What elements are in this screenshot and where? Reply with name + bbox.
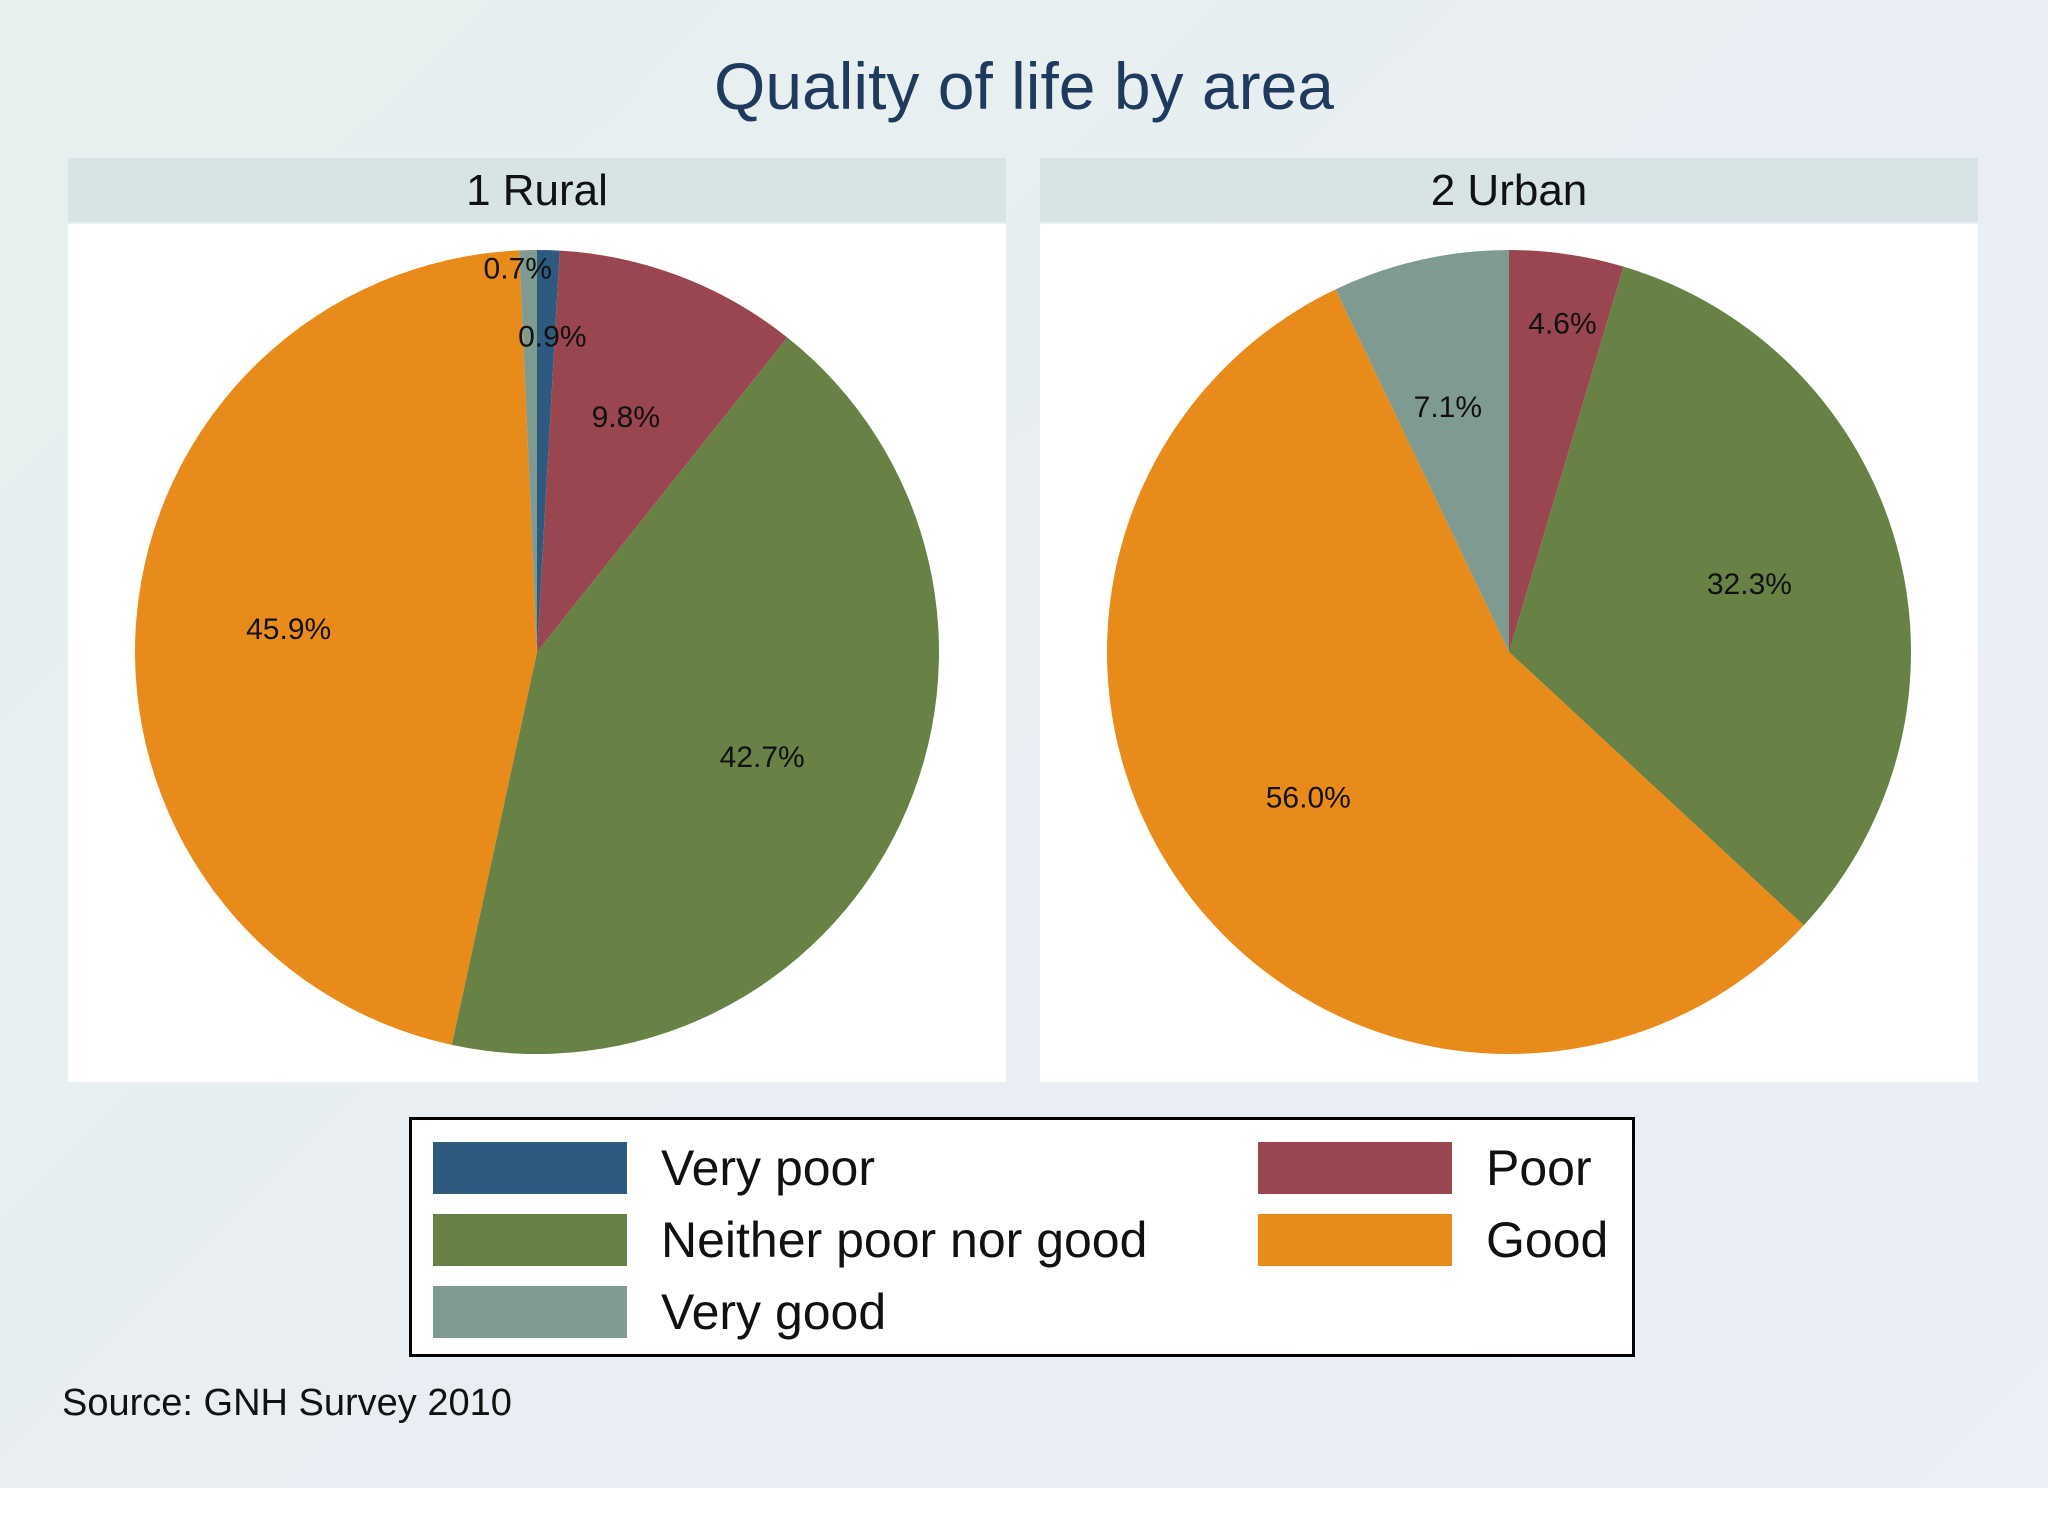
slice-label-rural-very-good: 0.7%	[484, 252, 552, 285]
legend-label-good: Good	[1486, 1212, 1609, 1268]
panel-label-rural: 1 Rural	[68, 158, 1006, 222]
legend-item-poor: Poor	[1258, 1140, 1592, 1196]
pie-slice-urban-very-good	[1335, 250, 1509, 652]
legend-label-neither: Neither poor nor good	[661, 1212, 1148, 1268]
legend-item-good: Good	[1258, 1212, 1608, 1268]
chart-title: Quality of life by area	[714, 49, 1334, 123]
pie-slice-rural-poor	[537, 250, 788, 652]
pie-slice-rural-neither-poor-nor-good	[451, 337, 940, 1054]
legend-item-neither: Neither poor nor good	[433, 1212, 1147, 1268]
pie-slice-rural-very-good	[519, 250, 537, 652]
legend: Very poor Poor Neither poor nor good Goo…	[409, 1117, 1635, 1357]
legend-label-poor: Poor	[1486, 1140, 1592, 1196]
legend-item-very-good: Very good	[433, 1284, 886, 1340]
legend-swatch-neither	[433, 1214, 627, 1266]
slice-label-rural-poor: 9.8%	[592, 401, 660, 434]
slice-label-urban-poor: 4.6%	[1528, 308, 1596, 341]
pie-slice-rural-very-poor	[537, 250, 560, 652]
legend-label-very-good: Very good	[661, 1284, 887, 1340]
panel-label-urban: 2 Urban	[1040, 158, 1978, 222]
slice-label-rural-good: 45.9%	[246, 613, 331, 646]
pie-slice-urban-good	[1107, 289, 1804, 1055]
legend-swatch-poor	[1258, 1142, 1452, 1194]
source-note: Source: GNH Survey 2010	[62, 1382, 512, 1424]
slice-label-urban-good: 56.0%	[1266, 782, 1351, 815]
pie-slice-urban-poor	[1509, 250, 1624, 652]
slice-label-rural-neither-poor-nor-good: 42.7%	[720, 741, 805, 774]
pie-slice-rural-good	[134, 250, 537, 1045]
legend-swatch-very-poor	[433, 1142, 627, 1194]
legend-swatch-very-good	[433, 1286, 627, 1338]
slice-label-rural-very-poor: 0.9%	[518, 320, 586, 353]
slice-label-urban-very-good: 7.1%	[1414, 391, 1482, 424]
legend-item-very-poor: Very poor	[433, 1140, 875, 1196]
slice-label-urban-neither-poor-nor-good: 32.3%	[1707, 568, 1792, 601]
legend-swatch-good	[1258, 1214, 1452, 1266]
pie-slice-urban-neither-poor-nor-good	[1509, 266, 1911, 926]
pie-charts: 0.9% 9.8% 42.7% 45.9% 0.7% 4.6% 32.3% 56.0% 7.1%	[134, 250, 1911, 1055]
legend-label-very-poor: Very poor	[661, 1140, 876, 1196]
